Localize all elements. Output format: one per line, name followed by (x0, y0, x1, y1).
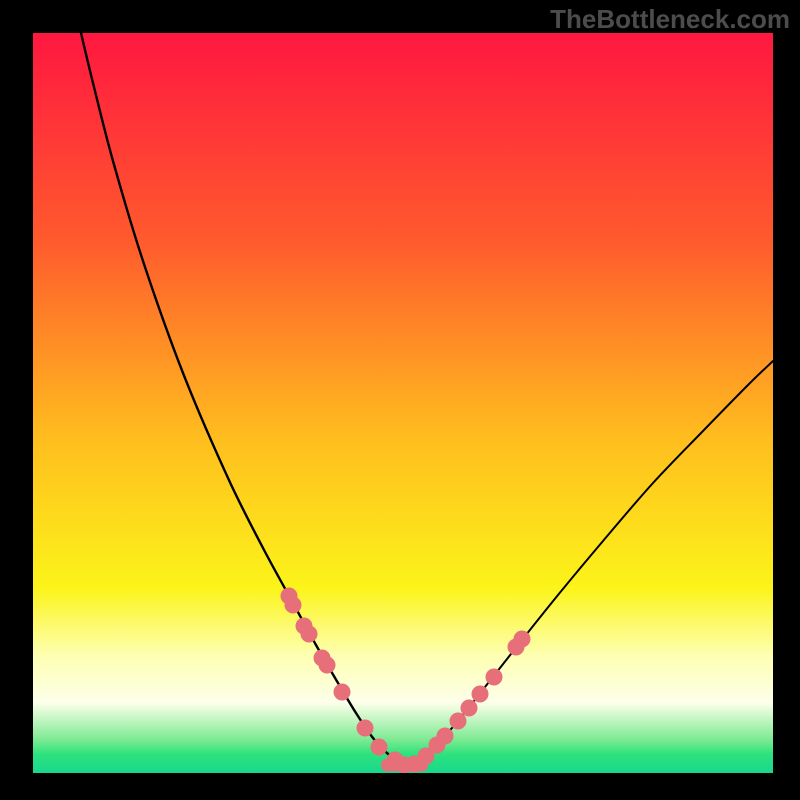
bottleneck-curve-svg (33, 33, 773, 773)
curve-right (405, 361, 773, 765)
data-marker (371, 739, 388, 756)
data-marker (450, 713, 467, 730)
data-marker (486, 669, 503, 686)
data-marker (461, 700, 478, 717)
data-marker (334, 684, 351, 701)
data-marker (357, 720, 374, 737)
watermark-label: TheBottleneck.com (550, 4, 790, 35)
plot-area (33, 33, 773, 773)
curve-left (81, 33, 405, 765)
data-marker (285, 597, 302, 614)
data-marker (472, 686, 489, 703)
data-marker (319, 657, 336, 674)
data-marker (301, 626, 318, 643)
data-marker (437, 728, 454, 745)
data-marker (514, 631, 531, 648)
